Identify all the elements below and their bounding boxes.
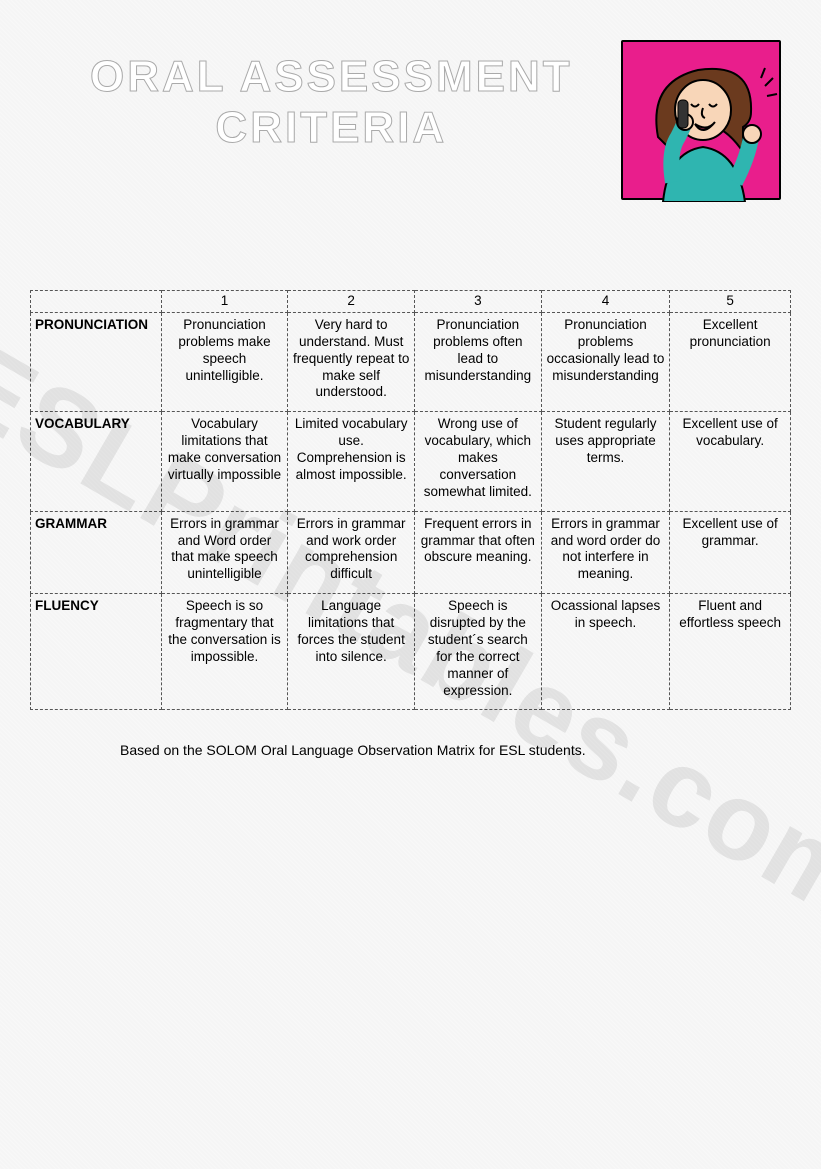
rubric-table: 1 2 3 4 5 PRONUNCIATION Pronunciation pr…: [30, 290, 791, 710]
cell: Excellent use of grammar.: [670, 511, 791, 594]
cell: Limited vocabulary use. Comprehension is…: [288, 412, 415, 511]
cell: Excellent pronunciation: [670, 312, 791, 411]
cell: Student regularly uses appropriate terms…: [541, 412, 670, 511]
clipart-svg: [623, 42, 783, 202]
cell: Language limitations that forces the stu…: [288, 594, 415, 710]
table-body: PRONUNCIATION Pronunciation problems mak…: [31, 312, 791, 710]
title-line1: ORAL ASSESSMENT: [90, 52, 573, 101]
table-head: 1 2 3 4 5: [31, 291, 791, 313]
category-vocabulary: VOCABULARY: [31, 412, 162, 511]
cell: Pronunciation problems often lead to mis…: [415, 312, 542, 411]
col-header-blank: [31, 291, 162, 313]
cell: Speech is disrupted by the student´s sea…: [415, 594, 542, 710]
table-row: VOCABULARY Vocabulary limitations that m…: [31, 412, 791, 511]
header: ORAL ASSESSMENT CRITERIA: [30, 40, 791, 200]
category-grammar: GRAMMAR: [31, 511, 162, 594]
col-header-4: 4: [541, 291, 670, 313]
cell: Pronunciation problems occasionally lead…: [541, 312, 670, 411]
cell: Vocabulary limitations that make convers…: [161, 412, 288, 511]
col-header-1: 1: [161, 291, 288, 313]
clipart-phone-woman: [621, 40, 781, 200]
cell: Excellent use of vocabulary.: [670, 412, 791, 511]
cell: Errors in grammar and work order compreh…: [288, 511, 415, 594]
page-title: ORAL ASSESSMENT CRITERIA: [90, 52, 573, 153]
col-header-2: 2: [288, 291, 415, 313]
caption: Based on the SOLOM Oral Language Observa…: [30, 742, 791, 758]
col-header-3: 3: [415, 291, 542, 313]
cell: Errors in grammar and word order do not …: [541, 511, 670, 594]
table-row: PRONUNCIATION Pronunciation problems mak…: [31, 312, 791, 411]
table-row: FLUENCY Speech is so fragmentary that th…: [31, 594, 791, 710]
cell: Ocassional lapses in speech.: [541, 594, 670, 710]
col-header-5: 5: [670, 291, 791, 313]
cell: Speech is so fragmentary that the conver…: [161, 594, 288, 710]
cell: Wrong use of vocabulary, which makes con…: [415, 412, 542, 511]
cell: Frequent errors in grammar that often ob…: [415, 511, 542, 594]
cell: Errors in grammar and Word order that ma…: [161, 511, 288, 594]
page: ORAL ASSESSMENT CRITERIA: [0, 0, 821, 1169]
cell: Very hard to understand. Must frequently…: [288, 312, 415, 411]
cell: Pronunciation problems make speech unint…: [161, 312, 288, 411]
title-line2: CRITERIA: [215, 103, 447, 152]
category-pronunciation: PRONUNCIATION: [31, 312, 162, 411]
table-row: GRAMMAR Errors in grammar and Word order…: [31, 511, 791, 594]
cell: Fluent and effortless speech: [670, 594, 791, 710]
table-header-row: 1 2 3 4 5: [31, 291, 791, 313]
category-fluency: FLUENCY: [31, 594, 162, 710]
